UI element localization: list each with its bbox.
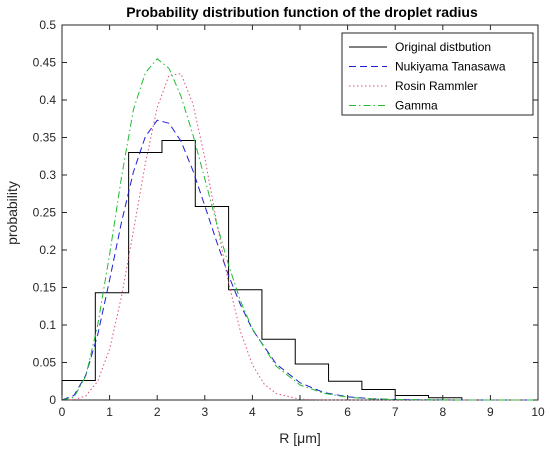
y-tick-label: 0.05 [33,356,57,370]
legend: Original distbution Nukiyama Tanasawa Rosi… [341,32,534,116]
series-line-2 [61,73,538,401]
x-axis-label: R [μm] [279,430,321,446]
y-tick-label: 0.4 [39,93,56,107]
x-tick-label: 0 [59,405,66,419]
x-tick-label: 8 [439,405,446,419]
tick-layer: 0 1 2 3 4 5 6 7 8 9 10 0 0.05 0.1 0.15 0.2 0.25 0.3 0.35 0.… [33,18,545,419]
y-tick-label: 0 [49,393,56,407]
y-tick-label: 0.2 [39,243,56,257]
legend-label-1: Nukiyama Tanasawa [395,60,506,74]
x-tick-label: 4 [249,405,256,419]
x-tick-label: 9 [487,405,494,419]
x-tick-label: 6 [344,405,351,419]
chart-title: Probability distribution function of the… [126,4,478,20]
series-line-0 [61,140,463,400]
x-tick-label: 2 [154,405,161,419]
x-tick-label: 7 [392,405,399,419]
x-tick-label: 3 [201,405,208,419]
y-tick-label: 0.5 [39,18,56,32]
series-layer [61,58,538,401]
legend-label-3: Gamma [395,99,438,113]
y-tick-label: 0.35 [33,131,57,145]
legend-label-0: Original distbution [395,40,491,54]
legend-label-2: Rosin Rammler [395,79,478,93]
y-tick-label: 0.1 [39,318,56,332]
x-tick-label: 5 [297,405,304,419]
y-tick-label: 0.45 [33,56,57,70]
x-tick-label: 1 [106,405,113,419]
y-tick-label: 0.15 [33,281,57,295]
x-tick-label: 10 [531,405,545,419]
series-line-1 [61,119,538,401]
y-tick-label: 0.3 [39,168,56,182]
y-axis-label: probability [4,181,20,245]
y-tick-label: 0.25 [33,206,57,220]
